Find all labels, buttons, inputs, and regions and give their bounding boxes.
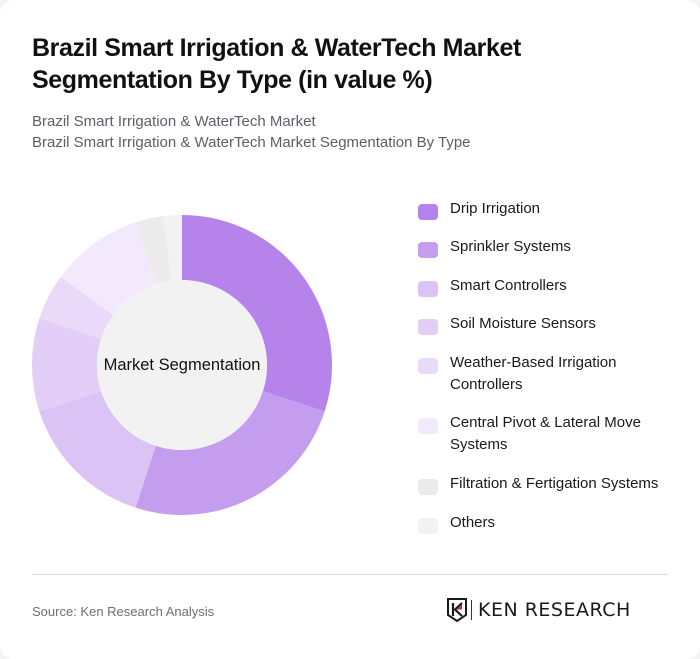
- donut-slice[interactable]: [39, 391, 156, 508]
- legend-swatch: [418, 518, 438, 534]
- legend-item-sprinkler-systems[interactable]: Sprinkler Systems: [418, 236, 688, 275]
- donut-chart: Market Segmentation: [32, 215, 332, 515]
- donut-svg: [32, 215, 332, 515]
- subtitle-segmentation: Brazil Smart Irrigation & WaterTech Mark…: [32, 134, 471, 151]
- legend-swatch: [418, 418, 438, 434]
- legend-swatch: [418, 358, 438, 374]
- donut-hole: [97, 280, 267, 450]
- source-note: Source: Ken Research Analysis: [32, 604, 215, 619]
- legend-label: Sprinkler Systems: [450, 238, 571, 255]
- legend-item-others[interactable]: Others: [418, 512, 688, 550]
- donut-slice[interactable]: [163, 215, 182, 281]
- legend-swatch: [418, 242, 438, 258]
- logo-text: KEN RESEARCH: [478, 599, 631, 621]
- legend-item-drip-irrigation[interactable]: Drip Irrigation: [418, 198, 688, 236]
- donut-slice[interactable]: [135, 216, 172, 285]
- legend-label: Filtration & Fertigation Systems: [450, 475, 659, 492]
- logo-separator: [471, 600, 472, 620]
- footer-divider: [32, 574, 668, 575]
- legend-label: Smart Controllers: [450, 277, 567, 294]
- legend-label: Others: [450, 514, 496, 531]
- legend-swatch: [418, 204, 438, 220]
- legend-label: Soil Moisture Sensors: [450, 315, 596, 332]
- chart-legend: Drip Irrigation Sprinkler Systems Smart …: [418, 198, 688, 550]
- legend-item-filtration-fertigation[interactable]: Filtration & Fertigation Systems: [418, 473, 688, 512]
- donut-slice[interactable]: [39, 276, 114, 339]
- ken-logo-icon: [447, 598, 467, 622]
- legend-item-central-pivot[interactable]: Central Pivot & Lateral Move Systems: [418, 412, 688, 473]
- legend-swatch: [418, 479, 438, 495]
- donut-slice[interactable]: [32, 318, 102, 412]
- subtitle-market: Brazil Smart Irrigation & WaterTech Mark…: [32, 113, 316, 130]
- legend-swatch: [418, 319, 438, 335]
- legend-swatch: [418, 281, 438, 297]
- donut-slice[interactable]: [135, 391, 325, 515]
- page-title: Brazil Smart Irrigation & WaterTech Mark…: [32, 34, 521, 94]
- ken-research-logo: KEN RESEARCH: [447, 598, 631, 622]
- legend-label: Drip Irrigation: [450, 200, 541, 217]
- legend-label: Weather-Based Irrigation Controllers: [450, 354, 617, 393]
- legend-item-weather-based-controllers[interactable]: Weather-Based Irrigation Controllers: [418, 352, 688, 412]
- legend-item-smart-controllers[interactable]: Smart Controllers: [418, 275, 688, 313]
- donut-slice[interactable]: [60, 222, 156, 316]
- donut-slice[interactable]: [182, 215, 332, 412]
- legend-item-soil-moisture-sensors[interactable]: Soil Moisture Sensors: [418, 313, 688, 352]
- legend-label: Central Pivot & Lateral Move Systems: [450, 414, 641, 453]
